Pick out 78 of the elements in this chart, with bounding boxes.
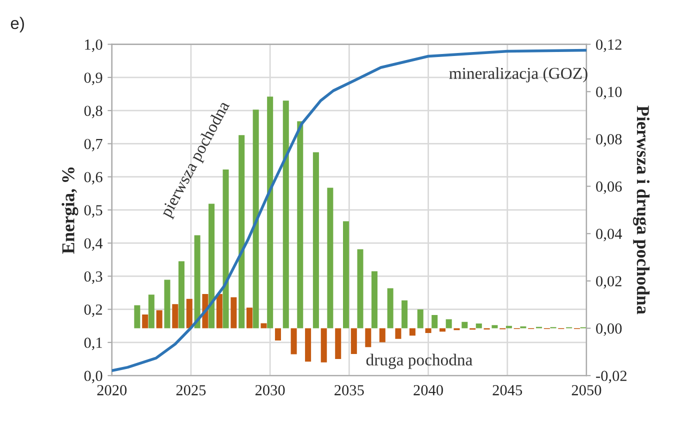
line-series <box>112 48 586 372</box>
bar <box>425 328 432 333</box>
x-tick-label: 2020 <box>97 385 127 396</box>
bar <box>492 325 498 328</box>
bar <box>142 314 148 328</box>
x-tick-label: 2025 <box>176 385 206 396</box>
y-tick-label: 0,3 <box>84 271 102 284</box>
y-tick-label: 1,0 <box>85 39 102 52</box>
y2-tick-label: 0,04 <box>596 228 622 242</box>
bar <box>320 328 327 362</box>
y2-tick-label: 0,08 <box>596 134 622 147</box>
bar <box>290 328 297 354</box>
bar <box>194 235 200 328</box>
y2-tick-label: 0,06 <box>596 181 622 194</box>
series-label: druga pochodna <box>366 354 472 369</box>
bar <box>365 328 372 348</box>
bar <box>274 328 281 341</box>
bar <box>156 310 162 328</box>
bar <box>476 324 482 328</box>
bar <box>432 315 438 328</box>
bar <box>238 135 245 328</box>
bar <box>350 328 357 354</box>
bar <box>216 294 222 328</box>
bar <box>246 308 253 328</box>
y2-tick-label: 0,12 <box>596 39 622 52</box>
y-axis-title: Energia, % <box>62 168 78 254</box>
bar <box>222 169 229 328</box>
bar <box>260 323 267 328</box>
bar <box>395 328 402 339</box>
bar <box>446 319 452 328</box>
bar <box>440 328 446 332</box>
x-tick-label: 2030 <box>255 385 285 396</box>
y-tick-label: 0,8 <box>84 106 102 118</box>
y2-tick-label: 0,10 <box>596 86 622 100</box>
bar <box>506 326 512 328</box>
bar <box>267 96 274 328</box>
bar <box>172 304 178 328</box>
series-label: mineralizacja (GOZ) <box>449 67 588 82</box>
y-tick-label: 0,0 <box>84 370 102 384</box>
y-tick-label: 0,7 <box>84 138 102 152</box>
y-tick-label: 0,9 <box>84 72 102 86</box>
bar <box>186 298 192 328</box>
x-tick-label: 2050 <box>572 385 602 396</box>
y2-axis-title: Pierwsza i druga pochodna <box>633 106 650 314</box>
bar <box>305 328 312 362</box>
bar <box>312 152 319 328</box>
bar <box>230 297 237 328</box>
y2-tick-label: -0,02 <box>596 370 626 384</box>
y-tick-label: 0,2 <box>84 304 102 317</box>
y-tick-label: 0,4 <box>84 238 103 251</box>
y2-tick-label: 0,02 <box>596 276 622 289</box>
bar <box>343 221 350 328</box>
y-tick-label: 0,6 <box>84 172 102 184</box>
bar <box>164 280 170 328</box>
x-tick-label: 2035 <box>334 385 364 396</box>
bar <box>134 305 140 328</box>
bar <box>387 288 394 328</box>
text: e) <box>10 16 24 32</box>
bar <box>371 271 378 328</box>
bar <box>208 204 215 328</box>
y2-tick-label: 0,00 <box>596 323 622 336</box>
bar <box>252 110 259 328</box>
bar <box>357 249 364 328</box>
y-tick-label: 0,5 <box>84 205 102 218</box>
bar <box>462 322 468 328</box>
bar <box>282 100 289 328</box>
bar <box>409 328 416 336</box>
bar <box>148 294 154 328</box>
bar <box>297 121 304 328</box>
bar <box>327 188 334 328</box>
bar <box>178 261 184 328</box>
bar <box>402 300 408 328</box>
y-tick-label: 0,1 <box>84 338 102 350</box>
bar <box>417 309 424 328</box>
bar <box>379 328 386 342</box>
bar <box>335 328 342 360</box>
x-tick-label: 2040 <box>414 385 443 396</box>
x-tick-label: 2045 <box>492 385 522 396</box>
